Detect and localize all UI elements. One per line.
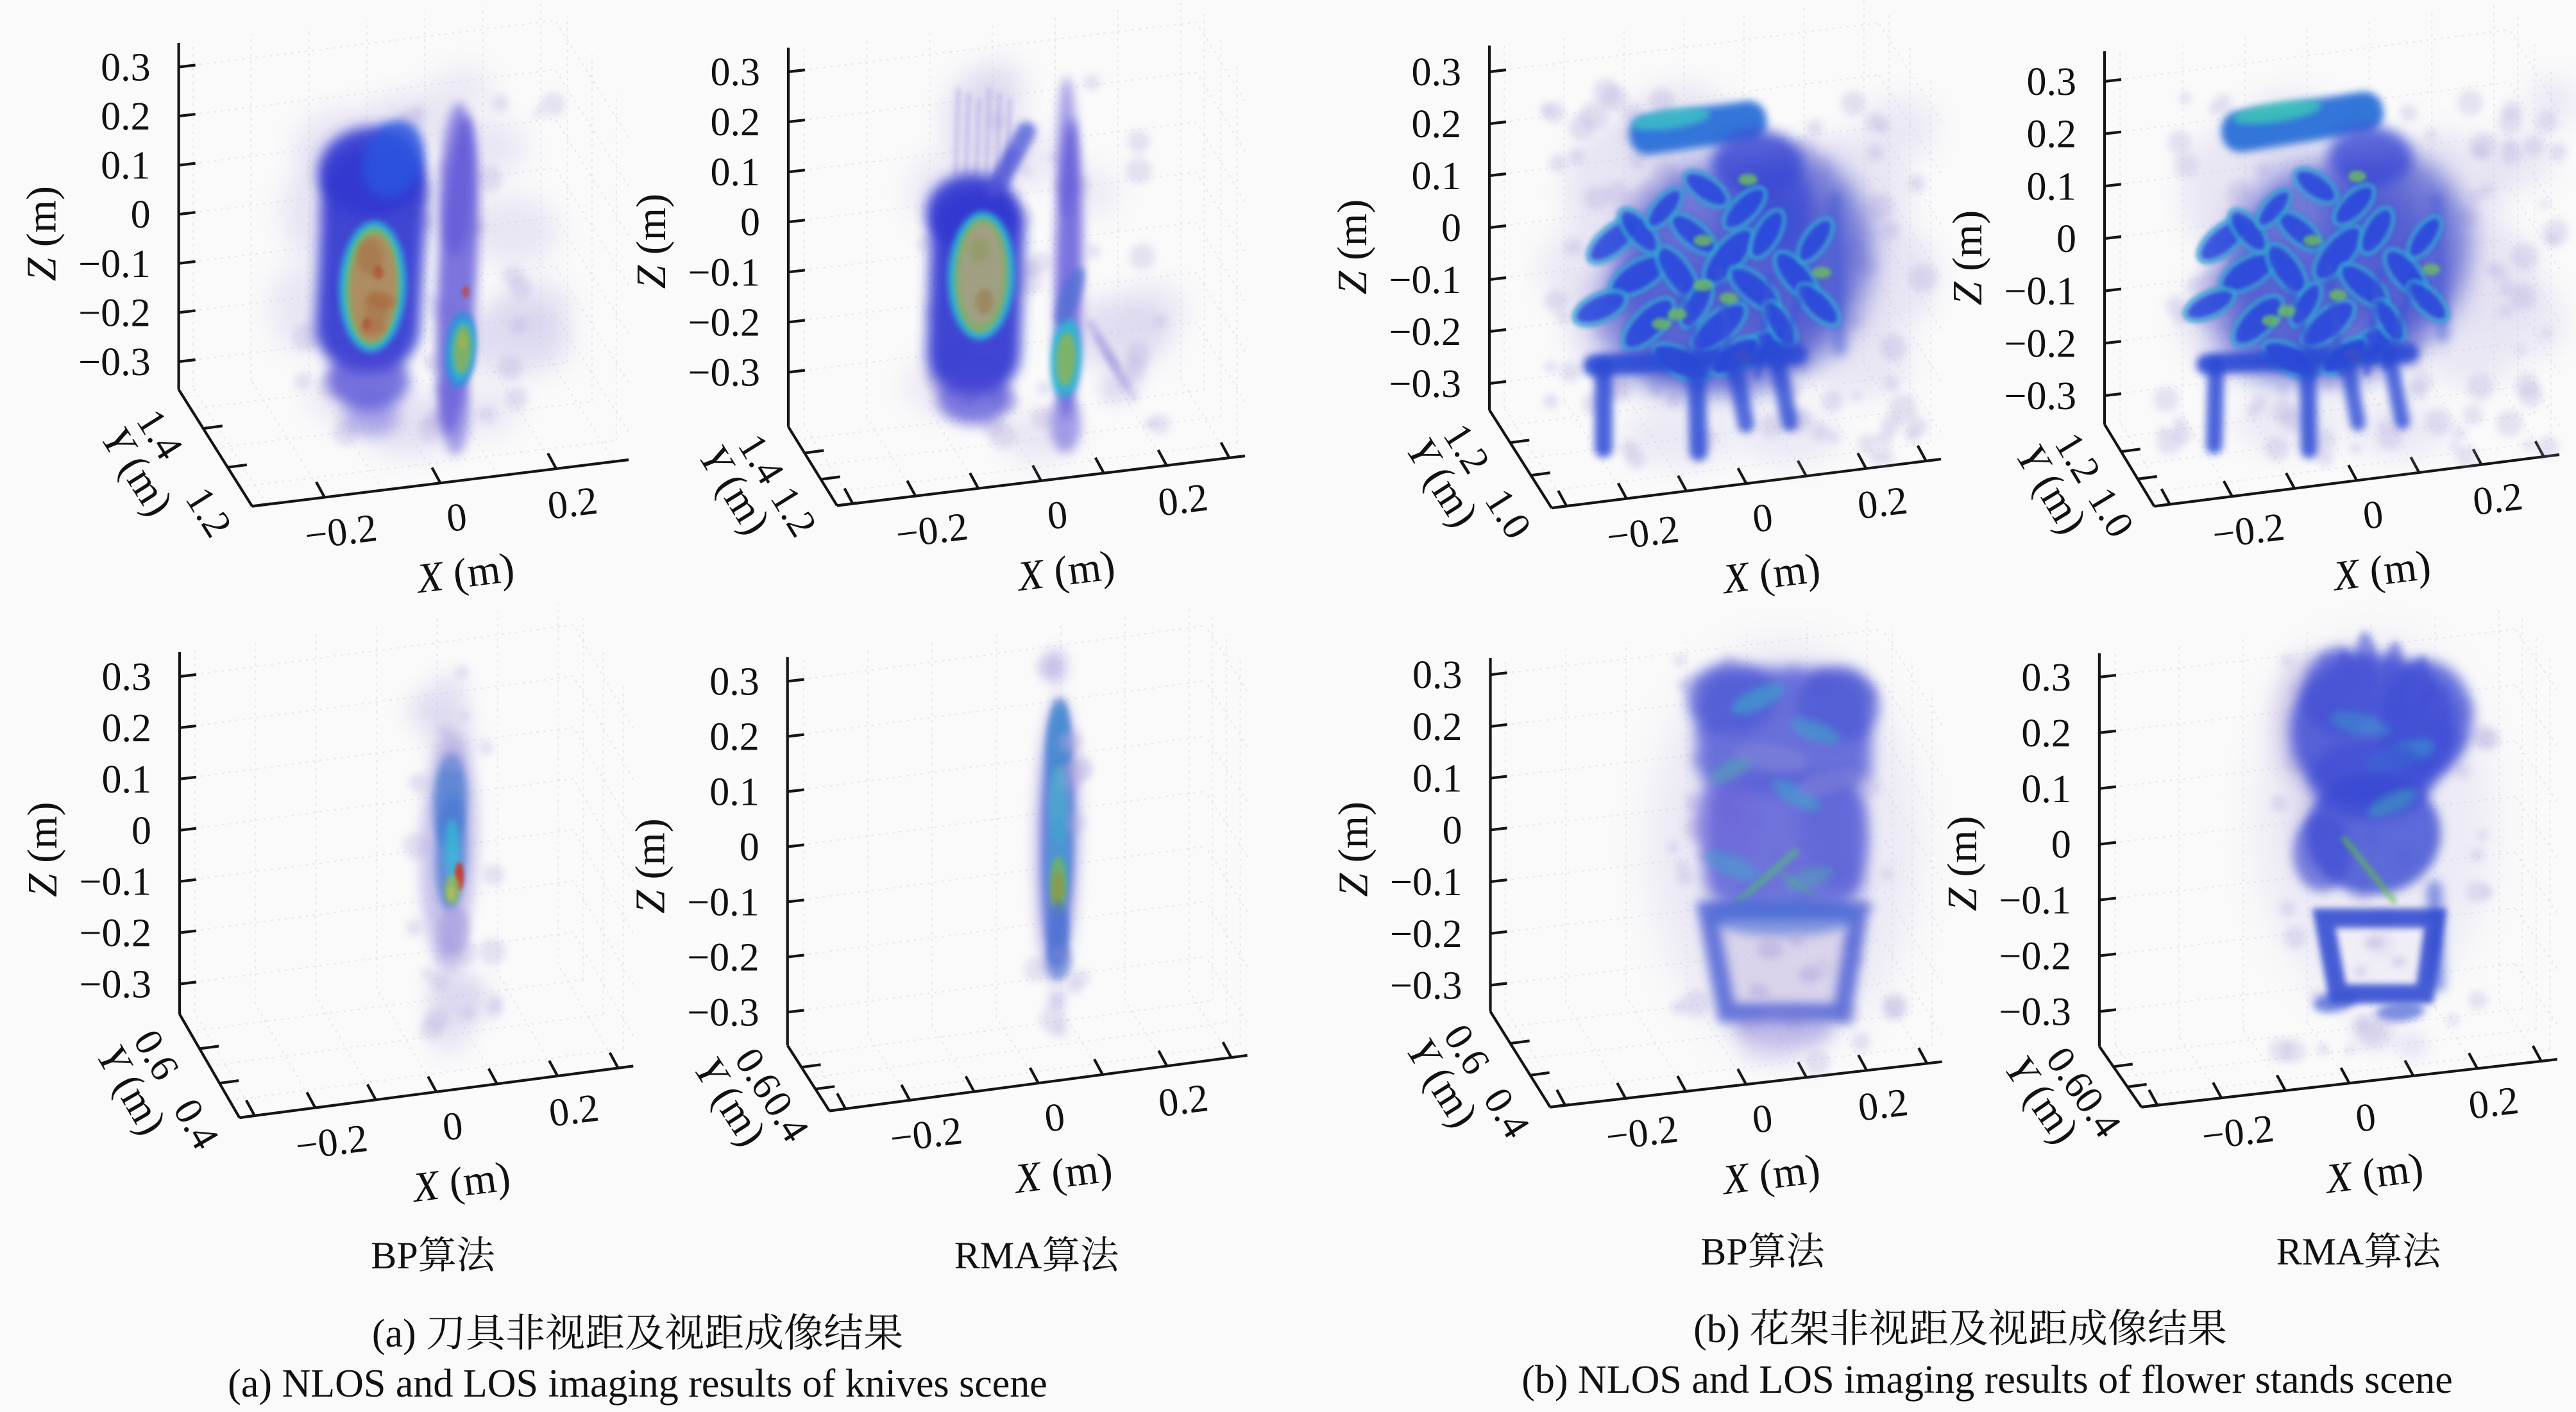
svg-text:−0.2: −0.2 xyxy=(1389,310,1461,354)
svg-text:Z (m): Z (m) xyxy=(1330,802,1377,897)
svg-text:(a): (a) xyxy=(372,1312,416,1356)
svg-text:0.3: 0.3 xyxy=(711,51,761,94)
svg-text:−0.2: −0.2 xyxy=(303,506,380,558)
svg-text:0.2: 0.2 xyxy=(1856,1080,1910,1130)
svg-text:0.1: 0.1 xyxy=(2027,165,2077,208)
svg-text:0.1: 0.1 xyxy=(2021,768,2071,811)
svg-text:0.2: 0.2 xyxy=(2027,113,2077,156)
svg-text:0.1: 0.1 xyxy=(102,758,152,802)
svg-text:−0.2: −0.2 xyxy=(78,291,150,335)
svg-text:0.2: 0.2 xyxy=(2466,1079,2521,1128)
svg-text:0.3: 0.3 xyxy=(101,46,151,90)
svg-text:−0.1: −0.1 xyxy=(1999,879,2071,923)
svg-text:0.2: 0.2 xyxy=(1412,103,1462,146)
svg-text:−0.1: −0.1 xyxy=(1390,861,1462,904)
svg-text:0: 0 xyxy=(1443,809,1462,852)
svg-text:0: 0 xyxy=(1441,206,1461,250)
svg-text:Z (m): Z (m) xyxy=(628,194,675,289)
svg-text:−0.1: −0.1 xyxy=(687,880,759,924)
svg-text:−0.2: −0.2 xyxy=(1999,935,2071,979)
svg-text:0: 0 xyxy=(740,826,759,870)
svg-text:RMA: RMA xyxy=(2276,1231,2364,1273)
svg-text:−0.1: −0.1 xyxy=(688,251,760,294)
svg-text:−0.3: −0.3 xyxy=(1999,991,2071,1034)
svg-text:−0.2: −0.2 xyxy=(1604,1107,1681,1159)
svg-text:0.3: 0.3 xyxy=(102,655,152,699)
svg-text:0.2: 0.2 xyxy=(545,479,600,528)
svg-text:0.2: 0.2 xyxy=(1156,476,1210,525)
svg-text:−0.3: −0.3 xyxy=(687,991,759,1034)
svg-text:−0.2: −0.2 xyxy=(894,505,970,557)
svg-text:0.2: 0.2 xyxy=(1156,1076,1210,1125)
svg-text:−0.2: −0.2 xyxy=(687,936,759,979)
svg-text:0.3: 0.3 xyxy=(1412,653,1462,697)
svg-text:0: 0 xyxy=(131,193,151,237)
svg-text:−0.2: −0.2 xyxy=(2210,505,2287,557)
svg-text:−0.3: −0.3 xyxy=(78,340,150,384)
svg-text:0.2: 0.2 xyxy=(1412,705,1462,749)
svg-text:(b): (b) xyxy=(1693,1307,1740,1351)
svg-text:0.1: 0.1 xyxy=(709,771,759,814)
svg-text:(a) NLOS and LOS imaging resul: (a) NLOS and LOS imaging results of kniv… xyxy=(228,1362,1047,1406)
svg-text:0.2: 0.2 xyxy=(2021,712,2071,755)
svg-text:−0.2: −0.2 xyxy=(1390,912,1462,956)
svg-text:0: 0 xyxy=(2056,217,2076,261)
svg-text:Z (m): Z (m) xyxy=(1329,199,1376,295)
svg-text:Z (m): Z (m) xyxy=(19,802,66,898)
svg-text:0.1: 0.1 xyxy=(1412,155,1462,198)
svg-text:−0.1: −0.1 xyxy=(80,861,151,904)
svg-text:−0.3: −0.3 xyxy=(80,963,151,1007)
svg-text:Z (m): Z (m) xyxy=(19,186,65,282)
svg-text:0.1: 0.1 xyxy=(1412,757,1462,801)
svg-text:Z (m): Z (m) xyxy=(1944,210,1991,306)
svg-text:0: 0 xyxy=(740,201,760,244)
svg-text:0.2: 0.2 xyxy=(101,95,151,139)
svg-text:0.2: 0.2 xyxy=(547,1086,601,1136)
svg-text:0.2: 0.2 xyxy=(1855,478,1910,528)
svg-text:−0.1: −0.1 xyxy=(1389,258,1461,302)
svg-text:0.2: 0.2 xyxy=(711,101,761,144)
svg-text:0.2: 0.2 xyxy=(102,707,152,750)
svg-text:−0.2: −0.2 xyxy=(2004,322,2076,366)
svg-text:BP: BP xyxy=(1700,1231,1747,1273)
svg-text:Z (m): Z (m) xyxy=(1939,816,1986,911)
svg-text:−0.3: −0.3 xyxy=(688,351,760,395)
svg-text:0: 0 xyxy=(131,809,151,853)
svg-text:(b) NLOS and LOS imaging resul: (b) NLOS and LOS imaging results of flow… xyxy=(1521,1358,2453,1402)
svg-text:0.2: 0.2 xyxy=(709,716,759,759)
svg-text:RMA: RMA xyxy=(954,1234,1042,1277)
svg-text:X (m): X (m) xyxy=(1013,542,1117,600)
svg-text:X (m): X (m) xyxy=(412,544,517,602)
svg-text:−0.2: −0.2 xyxy=(1604,507,1681,559)
svg-text:−0.2: −0.2 xyxy=(293,1116,370,1168)
svg-text:0.1: 0.1 xyxy=(711,151,761,194)
svg-text:−0.1: −0.1 xyxy=(78,242,150,286)
svg-text:0.3: 0.3 xyxy=(709,660,759,704)
svg-text:−0.3: −0.3 xyxy=(1389,362,1461,406)
svg-text:0.3: 0.3 xyxy=(2027,60,2077,104)
svg-text:−0.3: −0.3 xyxy=(2004,374,2076,418)
svg-text:−0.2: −0.2 xyxy=(80,912,151,955)
svg-text:0.1: 0.1 xyxy=(101,144,151,188)
svg-text:0.3: 0.3 xyxy=(1412,51,1462,94)
svg-text:0: 0 xyxy=(2051,823,2071,867)
svg-text:0.2: 0.2 xyxy=(2471,475,2525,524)
svg-text:0.3: 0.3 xyxy=(2021,656,2071,700)
svg-text:−0.2: −0.2 xyxy=(888,1109,965,1161)
svg-text:−0.2: −0.2 xyxy=(2199,1107,2276,1159)
svg-text:−0.1: −0.1 xyxy=(2004,270,2076,314)
svg-text:−0.2: −0.2 xyxy=(688,301,760,344)
svg-text:−0.3: −0.3 xyxy=(1390,964,1462,1008)
svg-text:BP: BP xyxy=(371,1234,418,1277)
svg-text:Z (m): Z (m) xyxy=(627,818,674,914)
